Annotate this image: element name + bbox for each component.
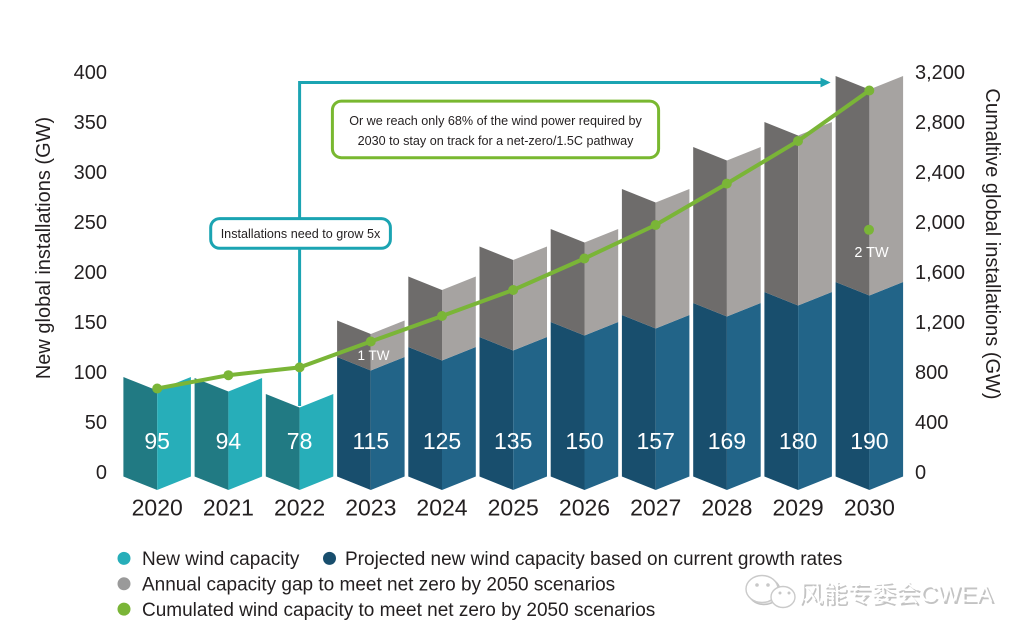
svg-text:Annual capacity gap to meet ne: Annual capacity gap to meet net zero by … [142,575,615,596]
svg-text:190: 190 [850,428,888,454]
svg-text:2022: 2022 [274,495,325,521]
svg-text:0: 0 [915,462,926,484]
svg-text:78: 78 [287,428,313,454]
svg-text:0: 0 [96,462,107,484]
svg-text:Installations need to grow 5x: Installations need to grow 5x [221,227,381,241]
svg-text:100: 100 [74,362,107,384]
svg-text:157: 157 [637,428,675,454]
svg-text:3,200: 3,200 [915,62,965,84]
svg-text:169: 169 [708,428,746,454]
svg-text:2024: 2024 [416,495,467,521]
svg-text:400: 400 [74,62,107,84]
svg-text:New wind capacity: New wind capacity [142,549,300,570]
svg-text:115: 115 [352,428,389,454]
svg-text:1,200: 1,200 [915,312,965,334]
svg-text:2,400: 2,400 [915,162,965,184]
svg-text:2028: 2028 [701,495,752,521]
svg-text:Projected new wind capacity ba: Projected new wind capacity based on cur… [345,549,842,570]
svg-text:95: 95 [144,428,170,454]
svg-text:2029: 2029 [773,495,824,521]
svg-text:Or we reach only 68% of the wi: Or we reach only 68% of the wind power r… [349,114,642,128]
svg-text:94: 94 [216,428,242,454]
svg-text:250: 250 [74,212,107,234]
svg-text:1 TW: 1 TW [357,348,389,363]
svg-text:150: 150 [565,428,603,454]
svg-text:800: 800 [915,362,948,384]
svg-text:2030 to stay on track for a ne: 2030 to stay on track for a net-zero/1.5… [358,134,635,148]
svg-text:风能专委会CWEA: 风能专委会CWEA [798,581,993,608]
svg-text:300: 300 [74,162,107,184]
svg-text:2020: 2020 [132,495,183,521]
svg-text:Cumaltive global installations: Cumaltive global installations (GW) [981,88,1003,399]
svg-text:50: 50 [85,412,107,434]
svg-text:2,000: 2,000 [915,212,965,234]
svg-text:2021: 2021 [203,495,254,521]
svg-text:2026: 2026 [559,495,610,521]
svg-text:150: 150 [74,312,107,334]
svg-text:Cumulated wind capacity to mee: Cumulated wind capacity to meet net zero… [142,600,655,621]
svg-text:200: 200 [74,262,107,284]
svg-text:180: 180 [779,428,817,454]
svg-text:2,800: 2,800 [915,112,965,134]
svg-text:400: 400 [915,412,948,434]
svg-text:1,600: 1,600 [915,262,965,284]
svg-text:135: 135 [494,428,532,454]
svg-text:125: 125 [423,428,461,454]
svg-text:2030: 2030 [844,495,895,521]
svg-text:风能专委会CWEA: 风能专委会CWEA [801,583,996,610]
svg-text:350: 350 [74,112,107,134]
svg-text:New global installations (GW): New global installations (GW) [33,117,55,379]
svg-text:2 TW: 2 TW [854,245,889,261]
svg-text:2025: 2025 [488,495,539,521]
svg-text:2023: 2023 [345,495,396,521]
svg-text:2027: 2027 [630,495,681,521]
